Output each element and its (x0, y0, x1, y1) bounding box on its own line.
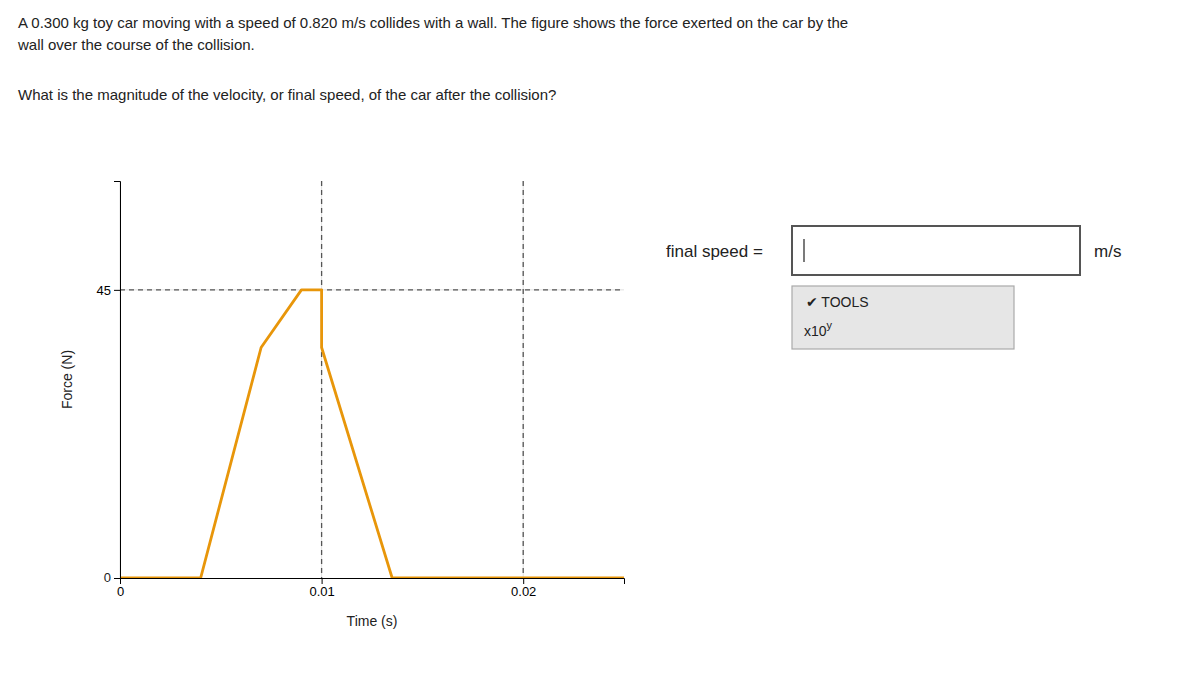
answer-input[interactable] (792, 226, 1080, 275)
final-speed-label: final speed = (666, 242, 763, 261)
origin-label: 0 (104, 570, 111, 585)
x-axis-title: Time (s) (347, 613, 398, 629)
force-line (120, 290, 624, 578)
grid (120, 181, 624, 578)
sci-exponent: y (827, 319, 833, 331)
x-axis-line (121, 579, 625, 585)
units-label: m/s (1094, 242, 1121, 261)
y-axis-title: Force (N) (59, 350, 75, 409)
x-axis: 0 0.01 0.02 (117, 578, 625, 599)
reference-line-y (120, 289, 624, 290)
marks (120, 181, 624, 578)
x-tick-mark (523, 578, 524, 584)
subtitle: What is the magnitude of the velocity, o… (18, 86, 556, 103)
answer-form: final speed = m/s (666, 226, 1121, 275)
tools: ✔ TOOLS x10y (792, 286, 1014, 349)
title: A 0.300 kg toy car moving with a speed o… (17, 14, 848, 53)
x-tick: 0.01 (309, 578, 334, 599)
y-tick-label: 45 (97, 283, 111, 298)
grid-line-x (321, 181, 322, 578)
input-cursor (803, 239, 804, 262)
x-tick-mark (322, 578, 323, 584)
sci-base: x10 (804, 323, 827, 339)
y-axis-line (114, 182, 121, 579)
plot: 0 0.01 0.02 45 Time (s) Force (N) 0 (59, 181, 625, 629)
y-axis: 45 (97, 182, 121, 579)
grid-line-y (120, 289, 624, 290)
y-tick-mark (114, 290, 120, 291)
x-tick: 0 (117, 578, 124, 599)
x-tick-label: 0.01 (309, 584, 334, 599)
reference-line-x (523, 181, 524, 578)
tools-box[interactable] (792, 286, 1014, 349)
title-line: wall over the course of the collision. (17, 36, 255, 53)
y-tick: 45 (97, 283, 120, 298)
chart: A 0.300 kg toy car moving with a speed o… (0, 0, 1200, 697)
title-line: A 0.300 kg toy car moving with a speed o… (18, 14, 848, 31)
sci-notation: x10y (804, 319, 833, 339)
x-tick: 0.02 (511, 578, 536, 599)
grid-line-x (523, 181, 524, 578)
x-tick-label: 0.02 (511, 584, 536, 599)
reference-line-x (321, 181, 322, 578)
tools-label: ✔ TOOLS (806, 294, 869, 310)
x-tick-label: 0 (117, 584, 124, 599)
